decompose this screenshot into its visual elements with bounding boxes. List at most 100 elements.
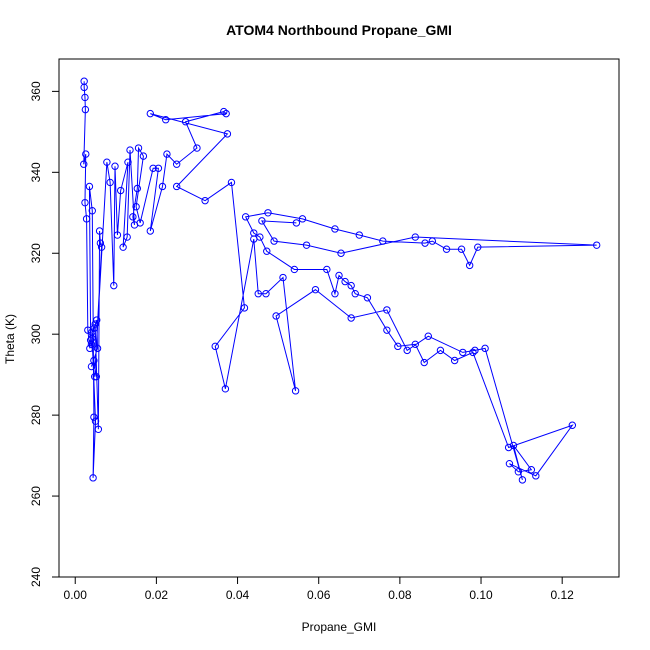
data-point bbox=[270, 237, 278, 245]
data-point bbox=[136, 219, 144, 227]
plot-frame bbox=[58, 58, 620, 578]
data-point bbox=[272, 312, 280, 320]
data-point bbox=[89, 474, 97, 482]
y-tick-label: 260 bbox=[29, 486, 43, 506]
data-point bbox=[465, 261, 474, 270]
data-point bbox=[80, 83, 88, 92]
data-point bbox=[323, 265, 331, 274]
data-point bbox=[90, 413, 98, 421]
data-point bbox=[133, 184, 142, 193]
data-point bbox=[221, 385, 230, 393]
data-point bbox=[250, 229, 258, 237]
series-points bbox=[80, 77, 601, 484]
data-point bbox=[394, 342, 402, 351]
x-tick-label: 0.08 bbox=[388, 588, 412, 602]
data-point bbox=[93, 316, 101, 324]
y-tick-label: 360 bbox=[29, 81, 43, 101]
data-point bbox=[379, 237, 387, 245]
data-point bbox=[211, 342, 219, 351]
data-point bbox=[91, 372, 99, 381]
data-point bbox=[420, 358, 428, 367]
data-point bbox=[424, 332, 432, 340]
y-tick-label: 320 bbox=[29, 243, 43, 263]
data-point bbox=[134, 144, 143, 152]
y-tick-label: 280 bbox=[29, 405, 43, 425]
data-point bbox=[146, 109, 155, 118]
data-point bbox=[347, 314, 355, 322]
data-point bbox=[116, 186, 125, 195]
data-point bbox=[113, 231, 122, 239]
data-point bbox=[428, 237, 437, 245]
chart-title: ATOM4 Northbound Propane_GMI bbox=[226, 22, 452, 38]
data-point bbox=[442, 245, 451, 253]
data-point bbox=[201, 196, 209, 205]
data-point bbox=[514, 468, 523, 476]
data-point bbox=[532, 472, 540, 480]
data-point bbox=[331, 225, 339, 233]
data-point bbox=[411, 340, 419, 349]
data-point bbox=[111, 162, 119, 170]
x-tick-label: 0.10 bbox=[469, 588, 493, 602]
data-point bbox=[222, 109, 230, 118]
data-point bbox=[411, 233, 419, 241]
data-point bbox=[95, 227, 104, 235]
data-point bbox=[457, 245, 466, 253]
y-axis: 240 260 280 300 320 340 360 bbox=[29, 81, 60, 587]
data-point bbox=[80, 160, 88, 168]
data-point bbox=[263, 247, 271, 255]
data-point bbox=[337, 249, 345, 257]
data-point bbox=[124, 158, 132, 166]
data-point bbox=[162, 116, 170, 124]
data-point bbox=[223, 130, 232, 138]
data-point bbox=[227, 178, 236, 187]
data-point bbox=[254, 290, 262, 298]
x-tick-label: 0.02 bbox=[145, 588, 169, 602]
data-point bbox=[279, 273, 287, 282]
data-point bbox=[331, 290, 339, 298]
data-point bbox=[256, 233, 264, 241]
data-point bbox=[290, 265, 299, 274]
data-point bbox=[341, 277, 349, 286]
data-point bbox=[262, 290, 270, 298]
data-point bbox=[163, 150, 171, 158]
data-point bbox=[85, 182, 94, 191]
y-tick-label: 240 bbox=[29, 567, 43, 587]
x-tick-label: 0.06 bbox=[307, 588, 331, 602]
data-point bbox=[90, 324, 99, 332]
data-point bbox=[518, 476, 527, 484]
data-point bbox=[383, 326, 391, 334]
y-tick-label: 340 bbox=[29, 162, 43, 182]
series-line-path bbox=[83, 81, 597, 481]
data-point bbox=[481, 344, 489, 353]
data-point bbox=[91, 417, 100, 425]
data-point bbox=[469, 348, 477, 357]
data-point bbox=[146, 227, 155, 235]
data-point bbox=[90, 356, 98, 365]
data-point bbox=[474, 243, 482, 251]
data-point bbox=[258, 217, 266, 225]
data-point bbox=[363, 294, 372, 302]
y-tick-label: 300 bbox=[29, 324, 43, 344]
data-point bbox=[311, 285, 320, 294]
data-point bbox=[81, 105, 90, 114]
data-point bbox=[158, 182, 167, 191]
data-point bbox=[241, 213, 250, 221]
data-point bbox=[421, 239, 429, 247]
data-point bbox=[592, 241, 601, 249]
data-point bbox=[149, 164, 157, 172]
data-point bbox=[154, 164, 163, 172]
x-axis-label: Propane_GMI bbox=[302, 620, 377, 634]
data-point bbox=[139, 152, 148, 160]
data-point bbox=[335, 271, 343, 280]
data-point bbox=[81, 93, 89, 102]
data-point bbox=[181, 118, 190, 126]
data-point bbox=[291, 387, 300, 395]
data-point bbox=[119, 243, 127, 251]
data-point bbox=[88, 207, 96, 215]
data-point bbox=[126, 146, 134, 154]
data-point bbox=[97, 243, 106, 251]
data-point bbox=[110, 281, 118, 290]
data-point bbox=[88, 334, 96, 342]
data-point bbox=[91, 320, 99, 328]
